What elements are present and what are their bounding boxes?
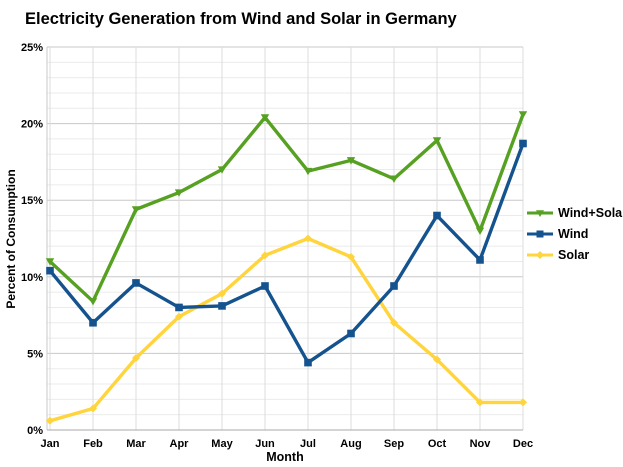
series-line	[48, 141, 525, 365]
data-point-marker	[433, 211, 441, 220]
data-point-marker	[518, 111, 528, 119]
data-point-marker	[175, 312, 183, 321]
data-point-marker	[304, 234, 312, 243]
x-tick-label: Apr	[170, 438, 190, 450]
data-point-marker	[174, 189, 184, 197]
data-point-marker	[389, 175, 399, 183]
data-point-marker	[89, 318, 97, 327]
data-point-marker	[218, 302, 226, 310]
data-point-marker	[88, 298, 98, 306]
y-tick-label: 0%	[27, 425, 43, 437]
data-point-marker	[89, 404, 97, 413]
legend-label: Solar	[558, 248, 590, 262]
x-tick-label: Aug	[340, 438, 361, 450]
y-tick-label: 20%	[21, 119, 43, 131]
x-tick-label: Jan	[41, 438, 60, 450]
x-tick-label: Nov	[470, 438, 492, 450]
legend-item-solar: Solar	[527, 248, 623, 262]
series-wind-solar	[45, 111, 528, 306]
data-point-marker	[132, 279, 140, 287]
data-point-marker	[261, 282, 269, 290]
legend-label: Wind	[558, 227, 589, 241]
chart-title: Electricity Generation from Wind and Sol…	[25, 10, 457, 28]
data-point-marker	[433, 355, 441, 364]
series-line	[48, 112, 525, 304]
x-tick-label: May	[211, 438, 233, 450]
data-point-marker	[390, 318, 398, 327]
x-tick-label: Sep	[384, 438, 404, 450]
x-tick-label: Dec	[513, 438, 533, 450]
data-point-marker	[46, 416, 54, 425]
data-point-marker	[475, 227, 485, 236]
x-tick-label: Jul	[300, 438, 316, 450]
series-solar	[46, 234, 527, 425]
data-point-marker	[260, 114, 270, 122]
data-point-marker	[519, 139, 527, 148]
data-point-marker	[347, 329, 355, 338]
data-point-marker	[303, 167, 313, 176]
series-line	[48, 236, 525, 423]
y-tick-label: 25%	[21, 42, 43, 54]
data-point-marker	[304, 358, 312, 367]
legend-item-wind-solar: Wind+Solar	[527, 206, 623, 220]
data-point-marker	[45, 258, 55, 266]
x-tick-label: Feb	[83, 438, 103, 450]
data-point-marker	[218, 289, 226, 298]
data-point-marker	[347, 252, 355, 261]
y-tick-label: 15%	[21, 195, 43, 207]
legend-item-wind: Wind	[527, 227, 623, 241]
x-tick-label: Oct	[428, 438, 447, 450]
series-wind	[46, 139, 527, 367]
triangle-down-marker-icon	[527, 210, 553, 217]
data-point-marker	[390, 282, 398, 290]
x-axis-title: Month	[266, 450, 304, 464]
data-point-marker	[519, 398, 527, 407]
data-point-marker	[476, 256, 484, 264]
y-tick-label: 10%	[21, 272, 43, 284]
data-point-marker	[132, 353, 140, 362]
x-tick-label: Jun	[255, 438, 275, 450]
x-tick-label: Mar	[126, 438, 146, 450]
legend: Wind+Solar Wind Solar	[527, 206, 623, 262]
data-point-marker	[175, 303, 183, 312]
data-point-marker	[46, 266, 54, 275]
square-marker-icon	[527, 230, 553, 238]
gridlines	[46, 46, 524, 431]
data-point-marker	[476, 398, 484, 407]
data-point-marker	[432, 137, 442, 145]
data-point-marker	[131, 206, 141, 214]
data-point-marker	[261, 251, 269, 260]
data-point-marker	[346, 157, 356, 165]
diamond-marker-icon	[527, 251, 553, 259]
data-point-marker	[217, 166, 227, 174]
y-tick-label: 5%	[27, 348, 43, 360]
legend-label: Wind+Solar	[558, 206, 623, 220]
